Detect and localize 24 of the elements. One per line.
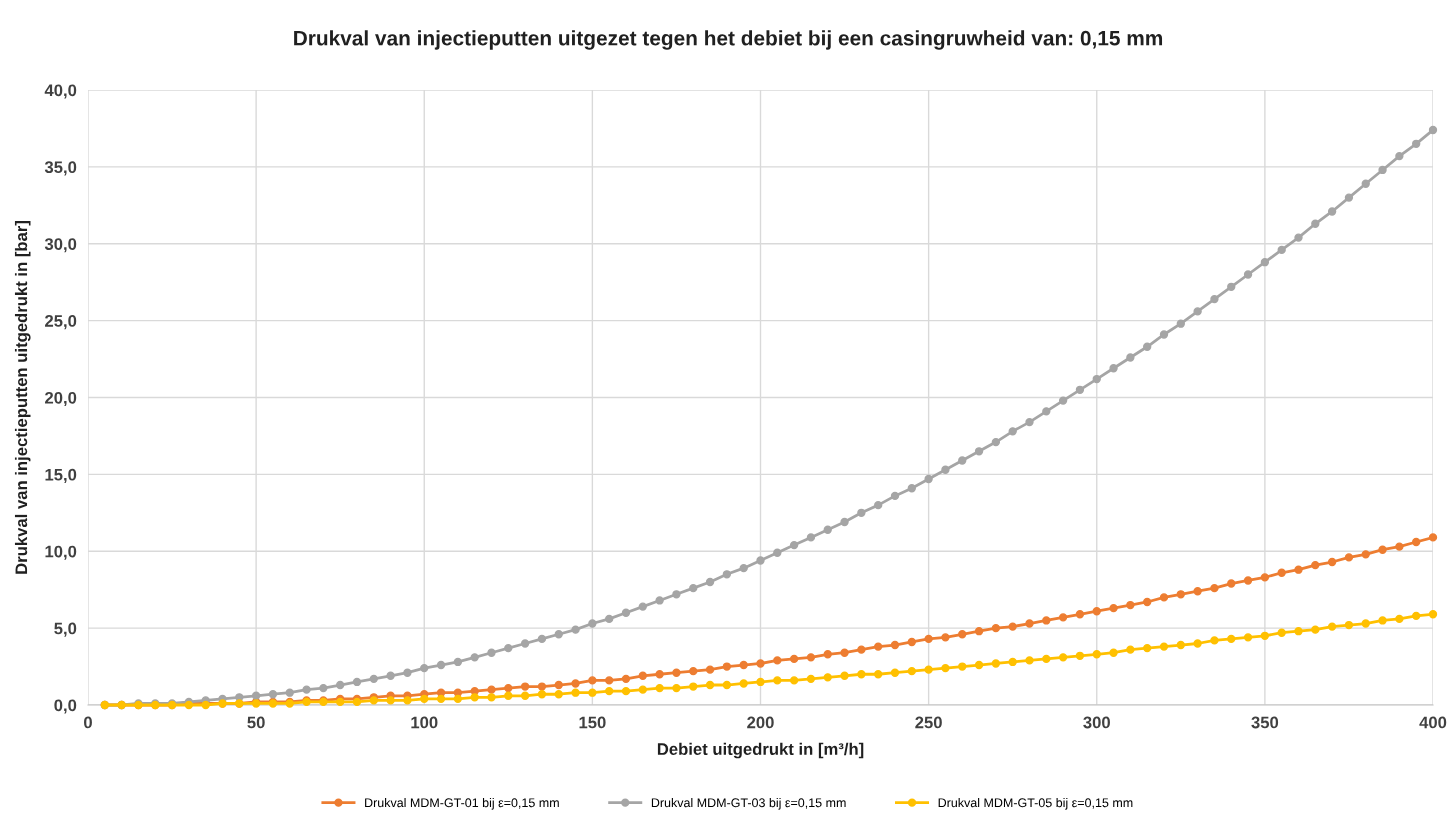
legend-label: Drukval MDM-GT-05 bij ε=0,15 mm xyxy=(938,797,1133,810)
legend-label: Drukval MDM-GT-03 bij ε=0,15 mm xyxy=(651,797,846,810)
x-axis-title: Debiet uitgedrukt in [m³/h] xyxy=(657,742,864,759)
y-tick-label: 10,0 xyxy=(45,545,77,560)
y-tick-label: 25,0 xyxy=(45,315,77,330)
x-tick-label: 50 xyxy=(247,716,265,729)
y-tick-label: 15,0 xyxy=(45,468,77,483)
y-tick-label: 5,0 xyxy=(54,622,77,637)
y-tick-label: 40,0 xyxy=(44,84,77,99)
x-tick-label: 250 xyxy=(915,716,942,729)
legend-label: Drukval MDM-GT-01 bij ε=0,15 mm xyxy=(365,797,559,810)
x-tick-label: 400 xyxy=(1419,716,1447,729)
y-tick-label: 20,0 xyxy=(45,391,77,407)
y-tick-label: 0,0 xyxy=(54,699,77,714)
x-tick-label: 150 xyxy=(579,716,606,729)
y-tick-label: 30,0 xyxy=(44,238,77,253)
x-tick-label: 200 xyxy=(747,716,774,729)
x-tick-label: 0 xyxy=(84,716,92,729)
x-tick-label: 300 xyxy=(1083,716,1110,729)
y-axis-title: Drukval van injectieputten uitgedrukt in [bar] xyxy=(14,221,31,574)
y-tick-label: 35,0 xyxy=(44,161,77,176)
x-tick-label: 350 xyxy=(1251,716,1279,729)
chart-title: Drukval van injectieputten uitgezet tegen het debiet bij een casingruwheid van: 0,15 mm xyxy=(294,30,1163,50)
x-tick-label: 100 xyxy=(411,716,438,729)
